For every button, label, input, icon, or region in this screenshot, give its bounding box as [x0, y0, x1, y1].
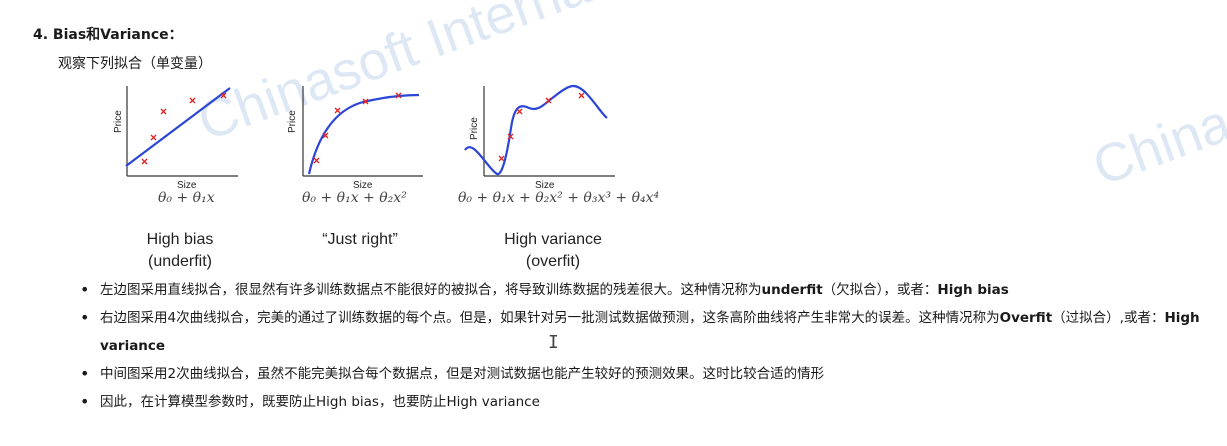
data-point [334, 107, 341, 114]
data-points [141, 92, 227, 165]
fit-curve [307, 93, 420, 175]
caption-line: High variance [504, 231, 602, 248]
section-heading: 4. Bias和Variance： [33, 27, 183, 43]
caption-overfit: High variance (overfit) [488, 229, 618, 273]
data-point [141, 158, 148, 165]
caption-underfit: High bias (underfit) [120, 229, 240, 273]
plot-underfit: Price Size [113, 86, 238, 191]
data-points [498, 92, 585, 162]
data-point [507, 133, 514, 140]
data-point [362, 98, 369, 105]
x-axis-label: Size [177, 180, 197, 191]
plot-just-right: Price Size [287, 86, 423, 191]
data-point [516, 108, 523, 115]
explanation-list: 左边图采用直线拟合，很显然有许多训练数据点不能很好的被拟合，将导致训练数据的残差… [78, 276, 1223, 416]
data-point [160, 108, 167, 115]
list-item: 因此，在计算模型参数时，既要防止High bias，也要防止High varia… [78, 388, 1223, 416]
plot-overfit: Price Size [464, 85, 615, 191]
list-item: 右边图采用4次曲线拟合，完美的通过了训练数据的每个点。但是，如果针对另一批测试数… [78, 304, 1223, 360]
y-axis-label: Price [113, 110, 124, 133]
formula-just-right: θ₀ + θ₁x + θ₂x² [302, 190, 407, 206]
data-point [150, 134, 157, 141]
caption-line: High bias [146, 231, 214, 248]
watermark-right: China [1085, 92, 1227, 198]
data-point [395, 92, 402, 99]
y-axis-label: Price [287, 110, 298, 133]
section-subheading: 观察下列拟合（单变量） [58, 56, 212, 72]
data-points [313, 92, 402, 164]
caption-line: (overfit) [525, 253, 581, 270]
data-point [220, 92, 227, 99]
data-point [189, 97, 196, 104]
fit-curve [464, 85, 608, 176]
data-point [313, 157, 320, 164]
data-point [545, 97, 552, 104]
list-item: 中间图采用2次曲线拟合，虽然不能完美拟合每个数据点，但是对测试数据也能产生较好的… [78, 360, 1223, 388]
list-item: 左边图采用直线拟合，很显然有许多训练数据点不能很好的被拟合，将导致训练数据的残差… [78, 276, 1223, 304]
data-point [322, 132, 329, 139]
x-axis-label: Size [535, 180, 555, 191]
formula-overfit: θ₀ + θ₁x + θ₂x² + θ₃x³ + θ₄x⁴ [458, 190, 660, 206]
caption-just-right: “Just right” [305, 229, 415, 251]
y-axis-label: Price [469, 117, 480, 140]
caption-line: (underfit) [147, 253, 213, 270]
caption-line: “Just right” [322, 231, 398, 248]
data-point [578, 92, 585, 99]
data-point [498, 155, 505, 162]
fit-line [125, 87, 231, 167]
formula-underfit: θ₀ + θ₁x [158, 190, 215, 206]
x-axis-label: Size [353, 180, 373, 191]
text-cursor-icon: I [548, 332, 559, 353]
